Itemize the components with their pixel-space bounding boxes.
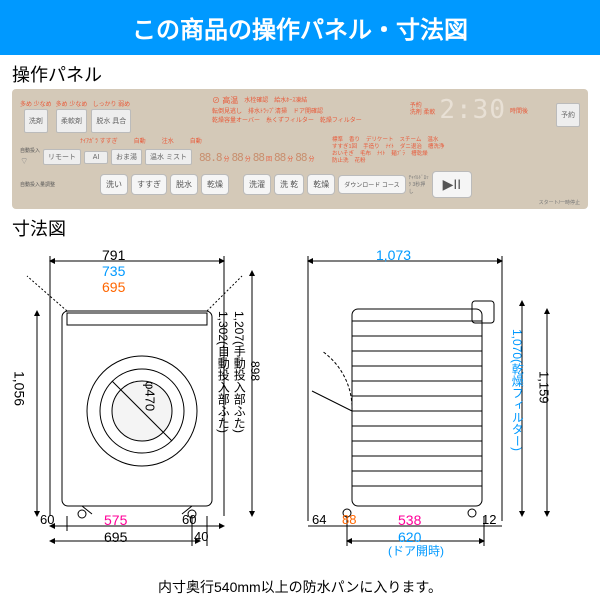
download-btn[interactable]: ダウンロード コース xyxy=(338,175,405,194)
dry-course-btn[interactable]: 乾燥 xyxy=(307,174,335,195)
label: 多め 少なめ xyxy=(56,99,88,108)
course-grid: 標準香りデリケートスチーム温水 すすぎ1回手造りﾅｲﾄダニ退治槽洗浄 おいそぎ毛… xyxy=(332,137,444,166)
wifi-icon: ⌔ xyxy=(20,156,40,167)
footnote: 内寸奥行540mm以上の防水パンに入ります。 xyxy=(0,577,600,597)
softener-btn[interactable]: 柔軟剤 xyxy=(56,109,87,133)
control-panel: 多め 少なめ洗剤 多め 少なめ柔軟剤 しっかり 弱め脱水 具合 ⊘ 高温水栓確認… xyxy=(12,89,588,209)
spin-btn[interactable]: 脱水 具合 xyxy=(91,109,131,133)
time-display: 2:30 xyxy=(439,95,506,125)
detergent-btn[interactable]: 洗剤 xyxy=(24,109,48,133)
spin-btn2[interactable]: 脱水 xyxy=(170,174,198,195)
ai-btn[interactable]: AI xyxy=(84,151,108,164)
remote-btn[interactable]: リモート xyxy=(43,149,81,165)
mid-labels: ﾅｲｱｶﾞﾗ すすぎ 自動 注水 自動 xyxy=(80,136,580,145)
label: しっかり 弱め xyxy=(92,99,130,108)
mist-btn[interactable]: 温水 ミスト xyxy=(145,149,192,165)
rinse-btn[interactable]: すすぎ xyxy=(131,174,167,195)
label: 多め 少なめ xyxy=(20,99,52,108)
dimensions-diagram: 791 735 695 1,056 1,302(自動投入部ふた) 1,207(手… xyxy=(12,251,588,571)
reserve-btn[interactable]: 予約 xyxy=(556,103,580,127)
time-display-area: 予約洗剤 柔軟 2:30 時間後 xyxy=(410,95,528,125)
washdry-btn[interactable]: 洗 乾 xyxy=(274,174,304,195)
banner-title: この商品の操作パネル・寸法図 xyxy=(0,0,600,55)
warning-lines: ⊘ 高温水栓確認給水ﾎｰｽ凍結 転倒見逃し排水ﾄﾗｯﾌﾟ清掃ドア開確認 乾燥容量… xyxy=(212,95,362,124)
hotwater-btn[interactable]: おま湯 xyxy=(111,149,142,165)
wash-course-btn[interactable]: 洗濯 xyxy=(243,174,271,195)
wash-btn[interactable]: 洗い xyxy=(100,174,128,195)
start-btn[interactable]: ▶II xyxy=(432,171,473,198)
panel-section-label: 操作パネル xyxy=(0,55,600,89)
dry-btn[interactable]: 乾燥 xyxy=(201,174,229,195)
dims-section-label: 寸法図 xyxy=(0,209,600,243)
